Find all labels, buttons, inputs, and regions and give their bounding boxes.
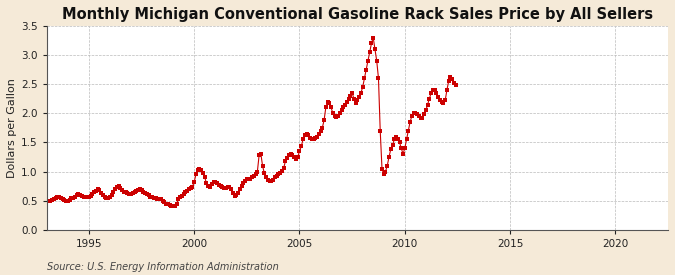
- Text: Source: U.S. Energy Information Administration: Source: U.S. Energy Information Administ…: [47, 262, 279, 272]
- Title: Monthly Michigan Conventional Gasoline Rack Sales Price by All Sellers: Monthly Michigan Conventional Gasoline R…: [62, 7, 653, 22]
- Y-axis label: Dollars per Gallon: Dollars per Gallon: [7, 78, 17, 178]
